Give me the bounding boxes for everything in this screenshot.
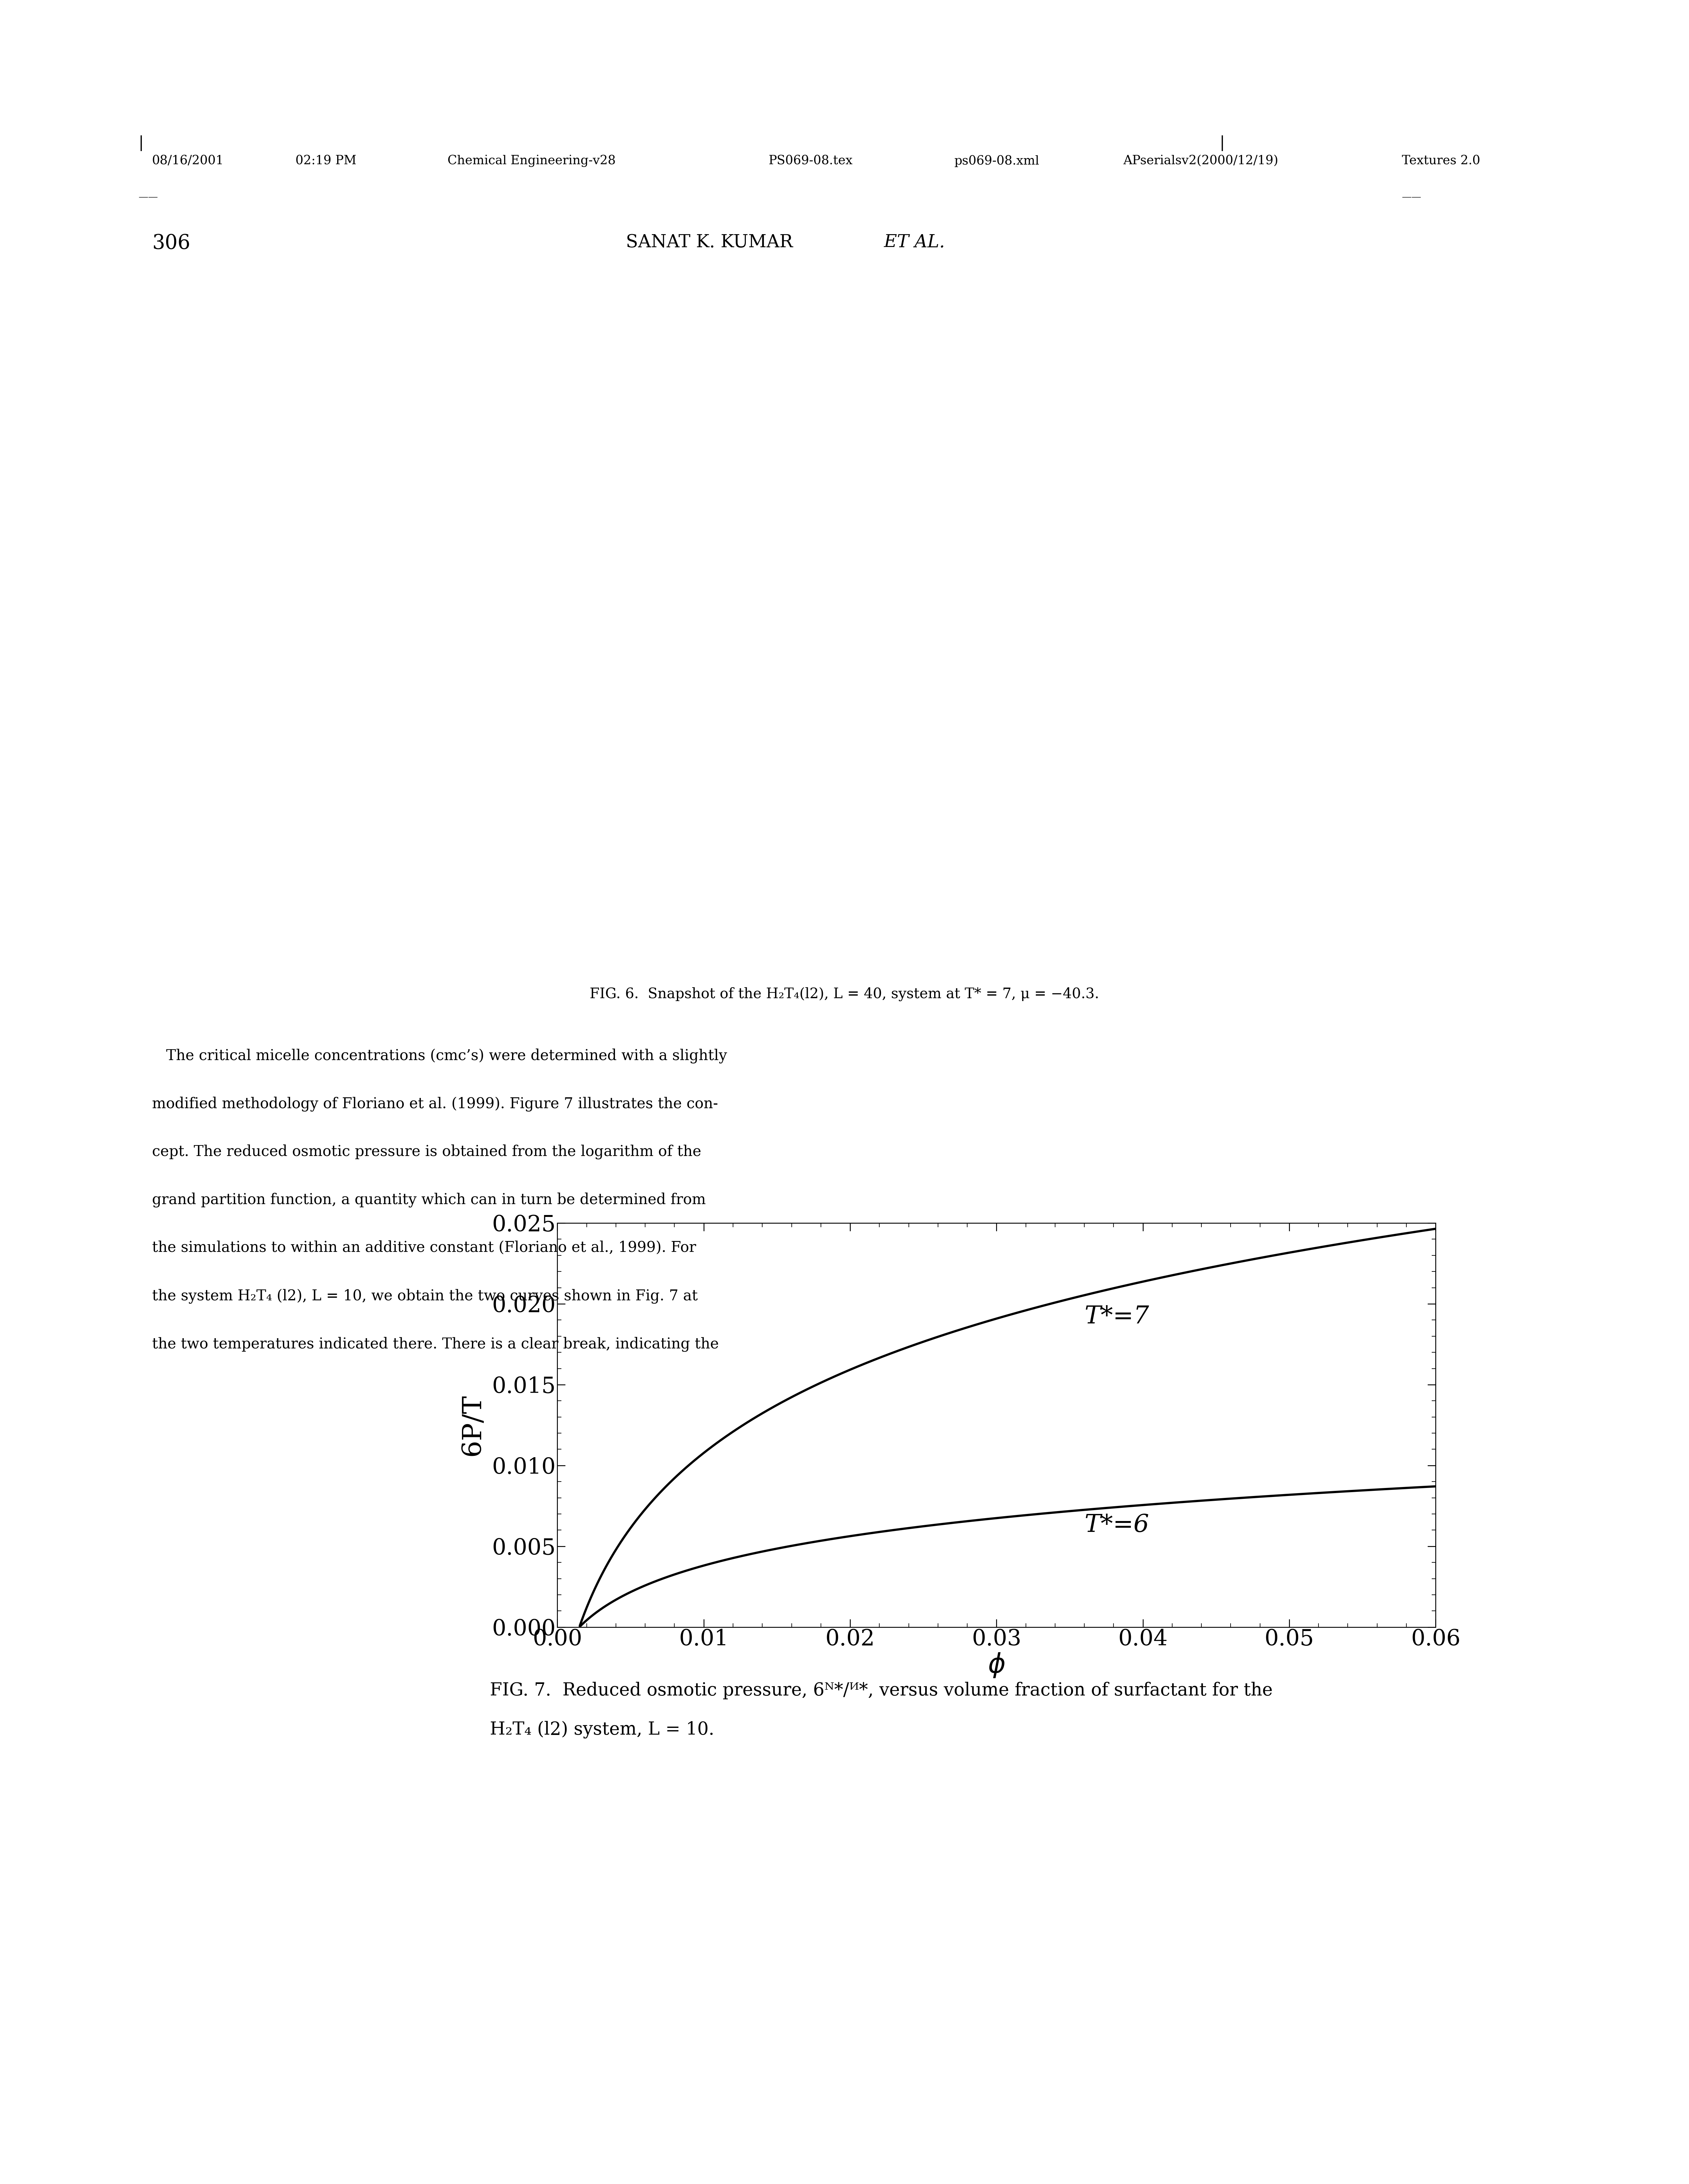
Text: FIG. 7.  Reduced osmotic pressure, 6ᴺ*/ᴻ*, versus volume fraction of surfactant : FIG. 7. Reduced osmotic pressure, 6ᴺ*/ᴻ*… <box>490 1682 1272 1699</box>
Text: 306: 306 <box>152 234 191 253</box>
Text: ——: —— <box>138 192 159 203</box>
Text: The critical micelle concentrations (cmc’s) were determined with a slightly: The critical micelle concentrations (cmc… <box>152 1048 726 1064</box>
Text: SANAT K. KUMAR: SANAT K. KUMAR <box>627 234 792 251</box>
Text: grand partition function, a quantity which can in turn be determined from: grand partition function, a quantity whi… <box>152 1192 706 1208</box>
Text: 02:19 PM: 02:19 PM <box>296 155 356 166</box>
Text: the simulations to within an additive constant (Floriano et al., 1999). For: the simulations to within an additive co… <box>152 1241 696 1256</box>
Y-axis label: 6P/T: 6P/T <box>459 1393 485 1457</box>
Text: 08/16/2001: 08/16/2001 <box>152 155 225 166</box>
Text: Textures 2.0: Textures 2.0 <box>1402 155 1480 166</box>
Text: H₂T₄ (l2) system, L = 10.: H₂T₄ (l2) system, L = 10. <box>490 1721 714 1738</box>
Text: PS069-08.tex: PS069-08.tex <box>768 155 853 166</box>
Text: |: | <box>1219 135 1225 151</box>
Text: the system H₂T₄ (l2), L = 10, we obtain the two curves shown in Fig. 7 at: the system H₂T₄ (l2), L = 10, we obtain … <box>152 1289 698 1304</box>
Text: FIG. 6.  Snapshot of the H₂T₄(l2), L = 40, system at T* = 7, μ = −40.3.: FIG. 6. Snapshot of the H₂T₄(l2), L = 40… <box>589 987 1100 1000</box>
Text: Chemical Engineering-v28: Chemical Engineering-v28 <box>448 155 616 168</box>
Text: ET AL.: ET AL. <box>878 234 944 251</box>
Text: cept. The reduced osmotic pressure is obtained from the logarithm of the: cept. The reduced osmotic pressure is ob… <box>152 1144 701 1160</box>
X-axis label: $\phi$: $\phi$ <box>988 1651 1005 1679</box>
Text: ——: —— <box>1402 192 1422 203</box>
Text: T*=6: T*=6 <box>1084 1514 1149 1538</box>
Text: modified methodology of Floriano et al. (1999). Figure 7 illustrates the con-: modified methodology of Floriano et al. … <box>152 1096 718 1112</box>
Text: |: | <box>138 135 144 151</box>
Text: the two temperatures indicated there. There is a clear break, indicating the: the two temperatures indicated there. Th… <box>152 1337 720 1352</box>
Text: APserialsv2(2000/12/19): APserialsv2(2000/12/19) <box>1123 155 1279 166</box>
Text: T*=7: T*=7 <box>1084 1304 1149 1328</box>
Text: ps069-08.xml: ps069-08.xml <box>954 155 1039 168</box>
